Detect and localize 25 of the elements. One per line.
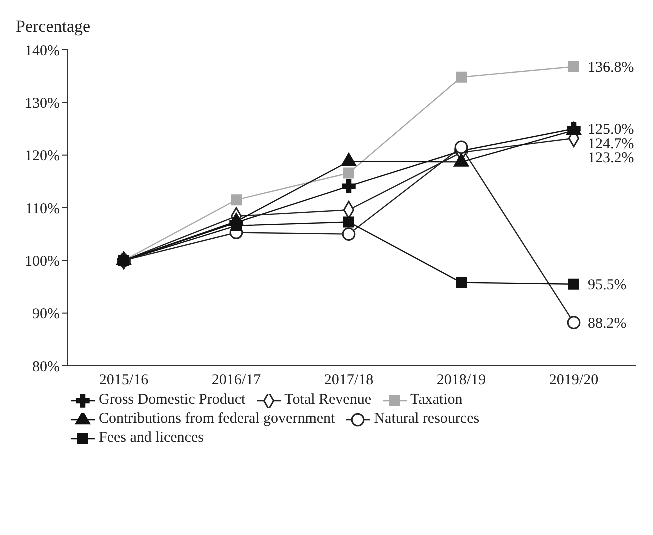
y-tick-label: 140% (25, 43, 60, 60)
legend-label: Natural resources (373, 410, 480, 429)
data-label: 123.2% (588, 150, 634, 166)
legend-label: Taxation (410, 391, 463, 410)
y-tick-label: 120% (25, 148, 60, 165)
x-tick-label: 2016/17 (212, 372, 262, 389)
x-tick-label: 2018/19 (436, 372, 486, 389)
y-tick-label: 130% (25, 96, 60, 112)
data-label: 124.7% (588, 136, 634, 153)
x-tick-label: 2019/20 (549, 372, 599, 389)
y-tick-label: 100% (25, 254, 60, 270)
legend-label: Gross Domestic Product (98, 391, 246, 410)
data-label: 88.2% (588, 316, 627, 332)
x-tick-label: 2015/16 (99, 372, 150, 389)
legend-label: Total Revenue (284, 391, 372, 410)
data-label: 95.5% (588, 277, 627, 294)
y-tick-label: 90% (32, 306, 60, 323)
data-label: 136.8% (588, 60, 634, 76)
y-tick-label: 110% (26, 201, 60, 218)
legend-label: Fees and licences (98, 429, 204, 448)
x-tick-label: 2017/18 (324, 372, 374, 389)
legend-label: Contributions from federal government (98, 410, 336, 429)
y-axis-title: Percentage (16, 17, 91, 36)
y-tick-label: 80% (32, 359, 60, 376)
data-label: 125.0% (588, 122, 634, 138)
